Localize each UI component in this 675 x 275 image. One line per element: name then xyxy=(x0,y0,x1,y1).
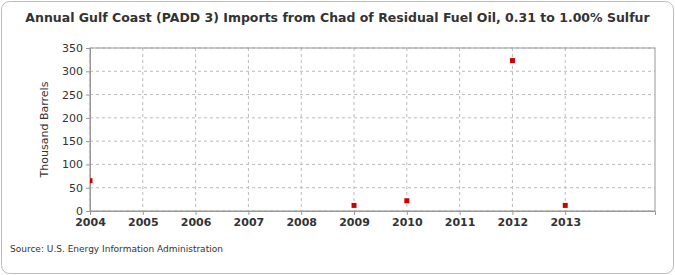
tick-label: 2013 xyxy=(550,216,581,229)
tick: 2008 xyxy=(286,211,317,229)
tick-label: 150 xyxy=(62,135,83,148)
grid-line xyxy=(90,141,655,142)
tick-mark xyxy=(86,188,90,189)
chart: Annual Gulf Coast (PADD 3) Imports from … xyxy=(0,0,675,275)
tick: 50 xyxy=(69,182,90,195)
tick-label: 200 xyxy=(62,112,83,125)
grid-line xyxy=(406,48,407,211)
tick-label: 350 xyxy=(62,42,83,55)
chart-border xyxy=(2,2,674,274)
tick-mark xyxy=(407,211,408,215)
tick: 100 xyxy=(62,158,90,171)
tick-label: 2010 xyxy=(392,216,423,229)
tick-mark xyxy=(354,211,355,215)
tick: 300 xyxy=(62,65,90,78)
tick-mark xyxy=(460,211,461,215)
source: Source: U.S. Energy Information Administ… xyxy=(10,244,223,254)
tick: 350 xyxy=(62,42,90,55)
tick: 200 xyxy=(62,112,90,125)
tick-mark xyxy=(86,71,90,72)
tick: 2009 xyxy=(339,211,370,229)
title: Annual Gulf Coast (PADD 3) Imports from … xyxy=(25,10,650,25)
grid-line xyxy=(90,117,655,118)
point xyxy=(510,58,515,63)
tick-mark xyxy=(86,164,90,165)
tick: 2007 xyxy=(234,211,265,229)
tick-mark xyxy=(90,211,91,215)
tick-label: 2007 xyxy=(234,216,265,229)
tick: 2005 xyxy=(128,211,159,229)
plot-background xyxy=(90,48,655,211)
tick-label: 250 xyxy=(62,89,83,102)
tick-mark xyxy=(86,118,90,119)
tick-label: 100 xyxy=(62,158,83,171)
tick: 2010 xyxy=(392,211,423,229)
tick: 2013 xyxy=(550,211,581,229)
tick-label: 50 xyxy=(69,182,83,195)
tick: 2004 xyxy=(75,211,106,229)
grid-line xyxy=(354,48,355,211)
tick: 150 xyxy=(62,135,90,148)
tick: 2011 xyxy=(445,211,476,229)
point xyxy=(352,203,357,208)
grid-line xyxy=(248,48,249,211)
tick: 2012 xyxy=(498,211,529,229)
tick: 250 xyxy=(62,89,90,102)
point xyxy=(404,198,409,203)
tick-mark xyxy=(512,211,513,215)
grid-line xyxy=(512,48,513,211)
tick-mark xyxy=(301,211,302,215)
tick-label: 2012 xyxy=(498,216,529,229)
grid-line xyxy=(142,48,143,211)
grid-line xyxy=(90,71,655,72)
grid-line xyxy=(301,48,302,211)
plot-frame xyxy=(90,48,655,211)
plot: 0501001502002503003502004200520062007200… xyxy=(62,42,656,229)
tick-mark xyxy=(248,211,249,215)
grid-line xyxy=(90,94,655,95)
point xyxy=(563,203,568,208)
grid-line xyxy=(565,48,566,211)
tick-label: 2006 xyxy=(181,216,212,229)
point xyxy=(90,178,93,183)
axis-line xyxy=(86,49,91,212)
x-axis: 2004 2005 2006 2007 2008 2009 2010 2011 2012 2013 xyxy=(75,211,655,229)
tick-label: 2009 xyxy=(339,216,370,229)
axis-line xyxy=(91,212,656,216)
points xyxy=(90,58,568,208)
grid-line xyxy=(90,187,655,188)
tick-mark xyxy=(86,211,90,212)
tick-label: 2011 xyxy=(445,216,476,229)
tick-label: 300 xyxy=(62,65,83,78)
tick-label: 2005 xyxy=(128,216,159,229)
tick-mark xyxy=(86,95,90,96)
tick-mark xyxy=(196,211,197,215)
y-axis: 050100150200250300350 xyxy=(62,42,91,218)
tick-mark xyxy=(565,211,566,215)
tick-label: 2008 xyxy=(286,216,317,229)
tick-label: 2004 xyxy=(75,216,106,229)
grid-line xyxy=(195,48,196,211)
grid-line xyxy=(90,164,655,165)
tick-mark xyxy=(86,48,90,49)
tick-mark xyxy=(86,141,90,142)
tick: 2006 xyxy=(181,211,212,229)
grid-line xyxy=(459,48,460,211)
y-axis-title: Thousand Barrels xyxy=(38,81,51,178)
tick-mark xyxy=(143,211,144,215)
